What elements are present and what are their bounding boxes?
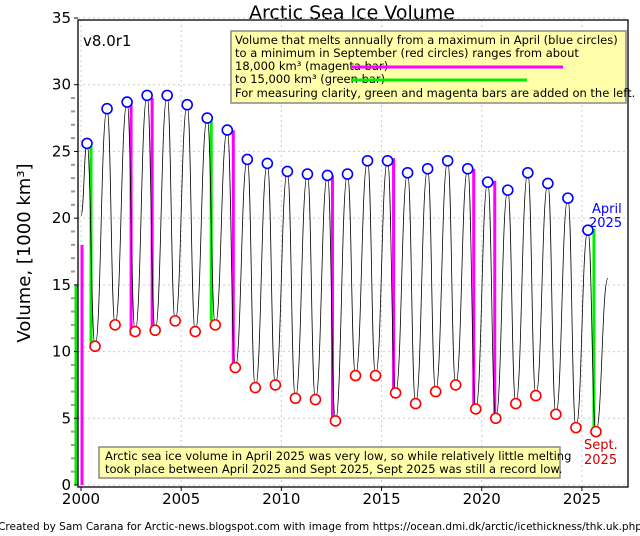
y-tick-label: 10 (52, 343, 71, 361)
y-tick-label: 25 (52, 142, 71, 160)
legend-line-2: to a minimum in September (red circles) … (235, 46, 579, 60)
min-point (89, 340, 101, 353)
y-tick-label: 30 (52, 76, 71, 94)
max-point (241, 153, 254, 166)
min-point (369, 369, 382, 382)
max-point (161, 89, 173, 102)
max-point (441, 154, 454, 167)
min-point (590, 425, 602, 438)
plot-frame (77, 19, 629, 488)
max-point (421, 162, 434, 175)
x-tick-label: 2000 (62, 490, 100, 508)
min-point (109, 319, 121, 331)
min-point (229, 361, 242, 374)
version-label: v8.0r1 (83, 32, 131, 50)
y-tick-label: 35 (52, 9, 71, 27)
max-point (562, 192, 574, 204)
min-point (209, 319, 222, 331)
max-point (221, 124, 234, 136)
max-point (121, 96, 133, 108)
min-point (189, 325, 202, 338)
max-point (582, 224, 594, 236)
min-point (329, 415, 342, 427)
max-point (381, 154, 394, 167)
legend-line-3: 18,000 km³ (magenta bar) (235, 59, 388, 73)
min-point (169, 315, 181, 327)
min-point (269, 379, 282, 391)
max-point (281, 165, 294, 178)
min-point (409, 397, 422, 410)
min-point (469, 403, 482, 415)
y-tick-label: 15 (52, 276, 71, 294)
max-point (401, 166, 414, 179)
x-tick-label: 2025 (563, 490, 601, 508)
min-point (149, 324, 161, 337)
min-point (550, 408, 562, 421)
x-tick-label: 2020 (463, 490, 501, 508)
x-tick-label: 2015 (362, 490, 400, 508)
volume-line (80, 94, 609, 433)
min-point (570, 421, 582, 434)
max-point (301, 168, 314, 180)
max-point (141, 89, 153, 102)
legend-line-4: to 15,000 km³ (green bar) (235, 72, 385, 86)
min-point (389, 387, 402, 399)
points (81, 89, 602, 438)
note-line-1: Arctic sea ice volume in April 2025 was … (105, 449, 571, 463)
min-point (429, 385, 442, 398)
legend-line-1: Volume that melts annually from a maximu… (235, 33, 618, 47)
min-point (349, 369, 362, 382)
y-tick-label: 5 (61, 409, 71, 427)
min-point (129, 325, 141, 338)
credit-text: Created by Sam Carana for Arctic-news.bl… (0, 521, 640, 533)
min-point (309, 393, 322, 406)
legend-line-5: For measuring clarity, green and magenta… (235, 86, 635, 100)
max-point (261, 157, 274, 170)
legend-box: Volume that melts annually from a maximu… (230, 30, 635, 104)
x-tick-label: 2005 (162, 490, 200, 508)
sept-label-1: Sept. (584, 438, 618, 453)
max-point (201, 112, 214, 124)
april-label-1: April (592, 202, 622, 217)
note-box: Arctic sea ice volume in April 2025 was … (98, 446, 571, 479)
min-point (289, 392, 302, 405)
note-line-2: took place between April 2025 and Sept 2… (105, 462, 562, 476)
max-point (481, 176, 494, 188)
min-point (249, 381, 262, 394)
min-point (449, 379, 462, 391)
y-axis-label: Volume, [1000 km³] (14, 163, 35, 342)
y-tick-label: 20 (52, 209, 71, 227)
chart-title: Arctic Sea Ice Volume (249, 2, 455, 24)
y-tick-label: 0 (61, 476, 71, 494)
max-point (501, 184, 514, 196)
max-point (181, 98, 193, 111)
min-point (489, 412, 502, 425)
min-point (509, 397, 522, 410)
max-point (522, 166, 534, 179)
sept-label-2: 2025 (584, 453, 617, 468)
x-tick-label: 2010 (262, 490, 300, 508)
max-point (361, 154, 374, 167)
max-point (101, 102, 113, 115)
min-point (530, 389, 542, 402)
bars (74, 98, 596, 485)
april-label-2: 2025 (589, 216, 622, 231)
max-point (461, 162, 474, 175)
max-point (81, 137, 93, 150)
max-point (341, 168, 354, 180)
max-point (542, 177, 554, 190)
max-point (321, 169, 334, 182)
